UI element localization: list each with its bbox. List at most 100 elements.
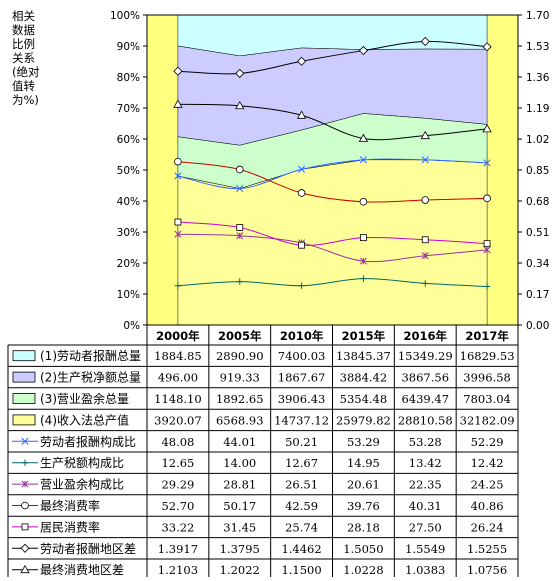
table-cell: 6568.93 bbox=[216, 413, 264, 427]
marker-star bbox=[483, 246, 491, 254]
table-row: (1)劳动者报酬总量 1884.85 2890.90 7400.03 13845.37 1… bbox=[12, 348, 515, 363]
table-cell: 1.5255 bbox=[467, 542, 507, 556]
table-cell: 27.50 bbox=[409, 520, 442, 534]
table-cell: 1.5050 bbox=[343, 542, 383, 556]
marker-circle bbox=[483, 194, 491, 203]
legend-label: (3)营业盈余总量 bbox=[40, 391, 129, 406]
right-tick-label: 0.34 bbox=[526, 258, 550, 270]
legend-label: 最终消费地区差 bbox=[40, 562, 124, 577]
table-cell: 5354.48 bbox=[340, 392, 388, 406]
table-cell: 1.1500 bbox=[281, 563, 321, 577]
table-cell: 52.70 bbox=[161, 499, 194, 513]
table-cell: 13.42 bbox=[409, 456, 442, 470]
legend-swatch bbox=[12, 414, 36, 426]
marker-circle bbox=[297, 189, 306, 197]
left-tick-label: 40% bbox=[117, 196, 140, 208]
right-tick-label: 0.68 bbox=[526, 196, 549, 208]
line-series-0 bbox=[174, 156, 491, 193]
marker-x bbox=[174, 172, 182, 180]
series-line bbox=[177, 40, 488, 75]
table-cell: 2890.90 bbox=[216, 349, 264, 363]
marker-x bbox=[421, 156, 429, 164]
marker-diamond bbox=[420, 36, 430, 47]
table-row: (4)收入法总产值 3920.07 6568.93 14737.12 25979.82 2… bbox=[12, 412, 515, 427]
category-label: 2010年 bbox=[280, 329, 324, 343]
left-tick-label: 20% bbox=[117, 258, 140, 270]
legend-label: 最终消费率 bbox=[40, 498, 100, 513]
series-line bbox=[177, 233, 488, 263]
marker-plus bbox=[174, 282, 182, 289]
marker-diamond bbox=[358, 45, 368, 56]
marker-diamond bbox=[297, 56, 307, 66]
table-cell: 28.81 bbox=[223, 478, 256, 492]
legend-label: 居民消费率 bbox=[40, 519, 100, 534]
left-axis-caption-line: (绝对 bbox=[12, 65, 40, 79]
right-tick-label: 0.17 bbox=[526, 289, 549, 301]
legend-swatch bbox=[12, 371, 36, 383]
table-row: 居民消费率 33.22 31.45 25.74 28.18 27.50 26.24 bbox=[12, 519, 504, 534]
table-cell: 42.59 bbox=[285, 499, 318, 513]
table-cell: 16829.53 bbox=[460, 349, 515, 363]
legend-label: 生产税额构成比 bbox=[40, 455, 124, 470]
table-cell: 15349.29 bbox=[398, 349, 453, 363]
line-series-3 bbox=[174, 157, 491, 206]
table-cell: 1.0756 bbox=[467, 563, 507, 577]
right-tick-label: 0.51 bbox=[526, 227, 549, 239]
table-cell: 6439.47 bbox=[401, 392, 449, 406]
right-tick-label: 1.36 bbox=[526, 72, 550, 84]
table-cell: 1.0228 bbox=[343, 563, 383, 577]
left-tick-label: 70% bbox=[117, 103, 140, 115]
marker-square bbox=[21, 523, 29, 531]
table-cell: 14737.12 bbox=[274, 413, 329, 427]
table-row: (3)营业盈余总量 1148.10 1892.65 3906.43 5354.48 643… bbox=[12, 391, 511, 406]
table-row: 营业盈余构成比 29.29 28.81 26.51 20.61 22.35 24.25 bbox=[12, 477, 504, 492]
right-tick-label: 1.19 bbox=[526, 103, 549, 115]
marker-square bbox=[360, 234, 367, 242]
right-tick-label: 1.70 bbox=[526, 10, 549, 22]
right-tick-label: 1.02 bbox=[526, 134, 549, 146]
marker-diamond bbox=[173, 66, 183, 76]
marker-plus bbox=[360, 275, 367, 282]
left-axis-caption-line: 为%) bbox=[12, 93, 39, 107]
legend-label: (2)生产税净额总量 bbox=[40, 371, 141, 385]
marker-triangle bbox=[20, 564, 30, 574]
marker-square bbox=[483, 240, 491, 248]
data-table: 2000年 2005年 2010年 2015年 2016年 2017年 (1)劳动者报酬总量… bbox=[7, 325, 519, 581]
left-tick-label: 80% bbox=[117, 72, 140, 84]
marker-diamond bbox=[482, 42, 492, 52]
table-cell: 1892.65 bbox=[216, 392, 264, 406]
marker-triangle bbox=[358, 133, 369, 142]
table-cell: 50.17 bbox=[223, 499, 256, 513]
table-cell: 1867.67 bbox=[278, 371, 326, 385]
marker-circle bbox=[359, 197, 368, 206]
marker-star bbox=[421, 252, 429, 260]
table-cell: 24.25 bbox=[471, 478, 504, 492]
table-cell: 14.00 bbox=[223, 456, 256, 470]
legend-swatch bbox=[12, 350, 36, 362]
left-axis-caption-line: 相关 bbox=[12, 9, 35, 23]
table-cell: 50.21 bbox=[285, 435, 318, 449]
left-tick-label: 10% bbox=[117, 289, 140, 301]
marker-star bbox=[21, 480, 29, 488]
marker-triangle bbox=[482, 124, 492, 133]
marker-x bbox=[298, 165, 306, 173]
table-cell: 3867.56 bbox=[401, 371, 449, 385]
marker-circle bbox=[235, 165, 244, 174]
left-axis-caption-line: 数据 bbox=[12, 23, 35, 37]
table-cell: 496.00 bbox=[158, 371, 198, 385]
marker-star bbox=[174, 230, 182, 238]
legend-label: (4)收入法总产值 bbox=[40, 412, 129, 427]
left-tick-label: 90% bbox=[117, 41, 140, 53]
table-cell: 39.76 bbox=[347, 499, 380, 513]
legend-label: (1)劳动者报酬总量 bbox=[40, 348, 141, 363]
table-row: 最终消费地区差 1.2103 1.2022 1.1500 1.0228 1.0383 1.0… bbox=[12, 562, 507, 577]
table-cell: 40.31 bbox=[409, 499, 442, 513]
marker-circle bbox=[421, 196, 430, 204]
table-cell: 20.61 bbox=[347, 478, 380, 492]
table-cell: 28.18 bbox=[347, 520, 380, 534]
left-tick-label: 60% bbox=[117, 134, 140, 146]
table-cell: 1.3795 bbox=[220, 542, 260, 556]
marker-plus bbox=[483, 283, 491, 290]
table-cell: 53.29 bbox=[347, 435, 380, 449]
right-tick-label: 1.53 bbox=[526, 41, 549, 53]
